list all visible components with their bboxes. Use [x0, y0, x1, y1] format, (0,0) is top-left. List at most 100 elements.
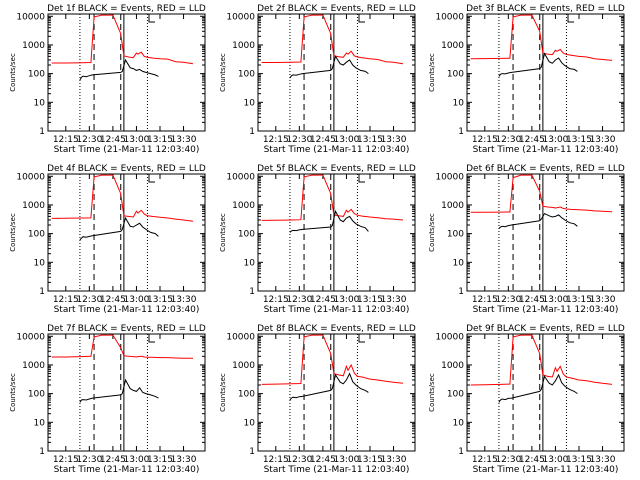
plot-frame — [466, 173, 625, 292]
y-tick-label: 10000 — [16, 12, 45, 22]
y-tick-label: 10 — [34, 418, 46, 428]
events-series-line — [79, 216, 159, 241]
detector-panel: Det 9f BLACK = Events, RED = LLD 1 10 100 10… — [428, 324, 625, 475]
y-tick-label: 1 — [39, 447, 45, 457]
x-tick-label: 12:45 — [519, 455, 545, 465]
y-tick-label: 10000 — [16, 332, 45, 342]
x-axis-label: Start Time (21-Mar-11 12:03:40) — [264, 145, 410, 155]
panel-title: Det 9f BLACK = Events, RED = LLD — [466, 324, 625, 334]
x-tick-label: 12:15 — [53, 295, 79, 305]
x-tick-label: 12:15 — [472, 135, 498, 145]
plot-frame — [47, 13, 206, 132]
x-tick-label: 12:15 — [472, 295, 498, 305]
x-tick-label: 13:15 — [566, 455, 592, 465]
y-tick-label: 1 — [458, 287, 464, 297]
x-tick-label: 12:30 — [495, 455, 521, 465]
events-series-line — [498, 373, 578, 403]
x-axis-label: Start Time (21-Mar-11 12:03:40) — [473, 465, 619, 475]
y-tick-label: 10 — [34, 98, 46, 108]
y-tick-label: 1000 — [22, 41, 45, 51]
y-tick-label: 10000 — [16, 172, 45, 182]
y-tick-label: 100 — [28, 70, 45, 80]
interval-bracket — [567, 174, 575, 183]
plot-frame — [466, 13, 625, 132]
plot-frame — [47, 173, 206, 292]
x-tick-label: 12:30 — [76, 135, 102, 145]
x-tick-label: 13:30 — [171, 135, 197, 145]
y-tick-label: 10 — [453, 98, 465, 108]
x-tick-label: 12:15 — [53, 135, 79, 145]
x-tick-label: 12:45 — [519, 135, 545, 145]
x-tick-label: 12:45 — [310, 135, 336, 145]
x-tick-label: 13:30 — [590, 295, 616, 305]
detector-panel: Det 6f BLACK = Events, RED = LLD 1 10 100 10… — [428, 164, 625, 315]
y-tick-label: 1000 — [441, 201, 464, 211]
lld-series-line — [51, 14, 194, 65]
y-tick-label: 1 — [249, 127, 255, 137]
y-tick-label: 1000 — [232, 361, 255, 371]
interval-bracket — [148, 334, 156, 343]
x-tick-label: 13:00 — [333, 135, 359, 145]
y-tick-label: 100 — [238, 390, 255, 400]
x-tick-label: 13:15 — [357, 455, 383, 465]
y-tick-label: 1 — [249, 287, 255, 297]
y-tick-label: 10 — [453, 258, 465, 268]
events-series-line — [289, 209, 369, 233]
x-tick-label: 13:15 — [147, 135, 173, 145]
x-axis-label: Start Time (21-Mar-11 12:03:40) — [54, 305, 200, 315]
x-axis-label: Start Time (21-Mar-11 12:03:40) — [473, 145, 619, 155]
y-tick-label: 10 — [34, 258, 46, 268]
y-axis-label: Counts/sec — [9, 373, 17, 412]
events-series-line — [498, 52, 578, 77]
interval-bracket — [567, 14, 575, 23]
x-tick-label: 12:30 — [286, 295, 312, 305]
detector-panel: Det 2f BLACK = Events, RED = LLD 1 10 100 10… — [219, 4, 416, 155]
y-tick-label: 10 — [244, 418, 256, 428]
x-tick-label: 12:15 — [53, 455, 79, 465]
x-tick-label: 13:00 — [542, 295, 568, 305]
x-tick-label: 12:45 — [100, 295, 126, 305]
x-tick-label: 13:15 — [147, 455, 173, 465]
x-tick-label: 12:15 — [263, 295, 289, 305]
y-tick-label: 100 — [238, 70, 255, 80]
y-axis-label: Counts/sec — [219, 53, 227, 92]
y-tick-label: 100 — [447, 70, 464, 80]
events-series-line — [289, 372, 369, 401]
panel-title: Det 6f BLACK = Events, RED = LLD — [466, 164, 625, 174]
lld-series-line — [470, 174, 613, 213]
plot-frame — [257, 13, 416, 132]
x-tick-label: 12:30 — [495, 295, 521, 305]
x-tick-label: 13:30 — [171, 295, 197, 305]
x-tick-label: 12:45 — [519, 295, 545, 305]
panel-title: Det 4f BLACK = Events, RED = LLD — [47, 164, 206, 174]
panel-title: Det 2f BLACK = Events, RED = LLD — [257, 4, 416, 14]
y-tick-label: 100 — [238, 230, 255, 240]
y-tick-label: 10000 — [435, 172, 464, 182]
x-tick-label: 13:15 — [357, 135, 383, 145]
x-tick-label: 12:30 — [286, 135, 312, 145]
detector-panel: Det 7f BLACK = Events, RED = LLD 1 10 100 10… — [9, 324, 206, 475]
interval-bracket — [358, 14, 366, 23]
x-tick-label: 13:00 — [333, 295, 359, 305]
x-tick-label: 13:00 — [123, 295, 149, 305]
lld-series-line — [261, 14, 404, 65]
y-axis-label: Counts/sec — [9, 213, 17, 252]
x-tick-label: 12:30 — [495, 135, 521, 145]
interval-bracket — [148, 174, 156, 183]
panel-title: Det 3f BLACK = Events, RED = LLD — [466, 4, 625, 14]
plot-frame — [257, 333, 416, 452]
x-tick-label: 12:30 — [76, 455, 102, 465]
x-tick-label: 13:00 — [123, 135, 149, 145]
y-tick-label: 100 — [447, 390, 464, 400]
y-tick-label: 1 — [249, 447, 255, 457]
x-tick-label: 12:45 — [310, 455, 336, 465]
y-tick-label: 10 — [453, 418, 465, 428]
x-axis-label: Start Time (21-Mar-11 12:03:40) — [473, 305, 619, 315]
x-tick-label: 12:15 — [263, 135, 289, 145]
lld-series-line — [51, 334, 193, 359]
y-axis-label: Counts/sec — [428, 373, 436, 412]
x-axis-label: Start Time (21-Mar-11 12:03:40) — [54, 465, 200, 475]
events-series-line — [498, 212, 578, 229]
x-tick-label: 13:00 — [333, 455, 359, 465]
